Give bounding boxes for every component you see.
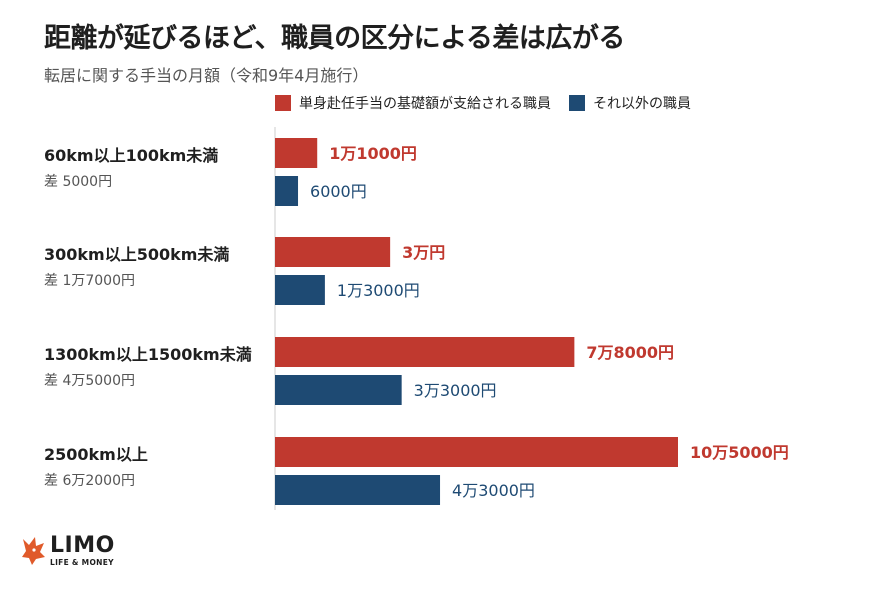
bar-series2 (275, 176, 299, 206)
data-label-series1: 1万1000円 (329, 144, 417, 163)
data-label-series1: 7万8000円 (586, 343, 674, 362)
bar-series1 (275, 138, 318, 168)
legend-item-series2: それ以外の職員 (569, 93, 691, 113)
legend: 単身赴任手当の基礎額が支給される職員 それ以外の職員 (275, 93, 709, 113)
category-difference-note: 差 1万7000円 (44, 273, 135, 289)
category-difference-note: 差 5000円 (44, 174, 113, 190)
chart-title: 距離が延びるほど、職員の区分による差は広がる (44, 23, 625, 54)
legend-swatch-series2 (569, 95, 585, 111)
data-label-series2: 6000円 (310, 182, 367, 201)
logo-name: LIMO (50, 533, 115, 559)
legend-swatch-series1 (275, 95, 291, 111)
limo-logo: LIMO LIFE & MONEY (20, 535, 115, 567)
category-difference-note: 差 6万2000円 (44, 473, 135, 489)
data-label-series1: 10万5000円 (690, 443, 789, 462)
category-label: 60km以上100km未満 (44, 146, 219, 165)
data-label-series1: 3万円 (402, 243, 445, 262)
legend-label-series2: それ以外の職員 (593, 96, 691, 112)
data-label-series2: 4万3000円 (452, 481, 535, 500)
bar-series1 (275, 337, 575, 367)
category-label: 2500km以上 (44, 445, 148, 464)
bar-series2 (275, 375, 402, 405)
bar-series2 (275, 275, 325, 305)
fox-logo-icon (22, 537, 45, 565)
category-label: 1300km以上1500km未満 (44, 345, 252, 364)
data-label-series2: 1万3000円 (337, 281, 420, 300)
bar-series2 (275, 475, 441, 505)
category-difference-note: 差 4万5000円 (44, 373, 135, 389)
bar-series1 (275, 437, 678, 467)
chart-subtitle: 転居に関する手当の月額（令和9年4月施行） (44, 66, 369, 85)
category-label: 300km以上500km未満 (44, 245, 230, 264)
logo-tagline: LIFE & MONEY (50, 558, 114, 568)
legend-label-series1: 単身赴任手当の基礎額が支給される職員 (299, 96, 551, 112)
legend-item-series1: 単身赴任手当の基礎額が支給される職員 (275, 93, 551, 113)
data-label-series2: 3万3000円 (414, 381, 497, 400)
bar-series1 (275, 237, 391, 267)
